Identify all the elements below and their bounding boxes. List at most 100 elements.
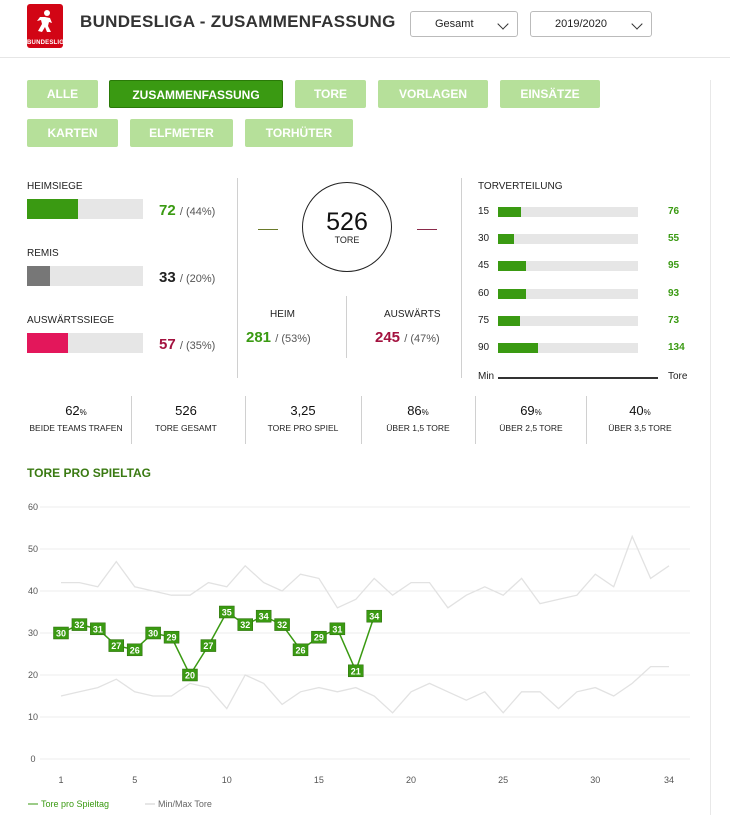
tab-einsaetze[interactable]: EINSÄTZE xyxy=(500,80,600,108)
distribution-minute: 90 xyxy=(478,342,490,353)
tab-zusammenfassung[interactable]: ZUSAMMENFASSUNG xyxy=(109,80,283,108)
distribution-bar xyxy=(498,343,638,353)
draws-bar xyxy=(27,266,143,286)
distribution-bar xyxy=(498,234,638,244)
data-point-label: 26 xyxy=(296,645,306,655)
stat-value: 86% xyxy=(407,403,429,418)
draws-value: 33 / (20%) xyxy=(159,269,215,286)
season-select[interactable]: 2019/2020 xyxy=(530,11,652,37)
stat-value: 526 xyxy=(175,403,197,418)
chart-section-title: TORE PRO SPIELTAG xyxy=(27,466,152,480)
total-goals-value: 526 xyxy=(326,208,368,236)
y-tick-label: 50 xyxy=(28,544,38,554)
distribution-value: 95 xyxy=(668,260,680,271)
stat-label: ÜBER 3,5 TORE xyxy=(608,423,672,433)
data-point-marker xyxy=(145,626,161,640)
distribution-value: 93 xyxy=(668,288,680,299)
data-point-marker xyxy=(366,609,382,623)
total-goals-circle: 526 TORE xyxy=(302,182,392,272)
stat-value: 40% xyxy=(629,403,651,418)
stat-item: 69% ÜBER 2,5 TORE xyxy=(476,403,586,433)
x-tick-label: 30 xyxy=(590,775,600,785)
distribution-minute: 75 xyxy=(478,315,490,326)
data-point: 34 xyxy=(366,609,382,623)
distribution-value: 55 xyxy=(668,233,680,244)
y-tick-label: 0 xyxy=(30,754,35,764)
data-point-label: 32 xyxy=(74,620,84,630)
home-wins-bar xyxy=(27,199,143,219)
player-silhouette-icon xyxy=(37,10,52,32)
legend-goals-label: Tore pro Spieltag xyxy=(41,799,109,809)
away-wins-bar xyxy=(27,333,143,353)
distribution-bar-fill xyxy=(498,234,515,244)
distribution-value: 73 xyxy=(668,315,680,326)
section-divider xyxy=(237,178,238,378)
data-point-marker xyxy=(71,618,88,631)
x-tick-label: 5 xyxy=(132,775,137,785)
stat-value: 69% xyxy=(520,403,542,418)
data-point: 20 xyxy=(182,668,198,682)
tab-elfmeter[interactable]: ELFMETER xyxy=(130,119,233,147)
data-point-marker xyxy=(90,622,106,636)
tab-tore[interactable]: TORE xyxy=(295,80,366,108)
data-point-label: 32 xyxy=(240,620,250,630)
stat-item: 3,25 TORE PRO SPIEL xyxy=(248,403,358,433)
x-tick-label: 34 xyxy=(664,775,674,785)
distribution-bar xyxy=(498,261,638,271)
stat-divider xyxy=(585,396,587,444)
x-tick-label: 1 xyxy=(58,775,63,785)
data-point: 27 xyxy=(108,639,125,652)
data-point: 32 xyxy=(274,618,290,631)
data-point-label: 27 xyxy=(111,641,121,651)
legend-minmax-label: Min/Max Tore xyxy=(158,799,212,809)
y-tick-label: 40 xyxy=(28,586,38,596)
away-goals-value: 245 / (47%) xyxy=(375,329,440,346)
data-point: 31 xyxy=(329,622,346,636)
stat-divider xyxy=(360,396,362,444)
home-goals-percent: / (53%) xyxy=(275,333,311,345)
data-point-label: 26 xyxy=(130,645,140,655)
distribution-bar xyxy=(498,289,638,299)
away-goals-count: 245 xyxy=(375,329,401,346)
distribution-minute: 15 xyxy=(478,206,490,217)
tab-vorlagen[interactable]: VORLAGEN xyxy=(378,80,488,108)
stat-label: TORE GESAMT xyxy=(155,423,217,433)
data-point-marker xyxy=(329,622,346,636)
away-dash xyxy=(417,229,437,230)
home-wins-value: 72 / (44%) xyxy=(159,202,215,219)
home-goals-count: 281 xyxy=(246,329,272,346)
data-point: 27 xyxy=(200,639,217,652)
stat-divider xyxy=(474,396,476,444)
tab-karten[interactable]: KARTEN xyxy=(27,119,118,147)
data-point: 21 xyxy=(348,664,364,678)
y-tick-label: 20 xyxy=(28,670,38,680)
draws-count: 33 xyxy=(159,269,176,286)
y-tick-label: 30 xyxy=(28,628,38,638)
stat-item: 526 TORE GESAMT xyxy=(131,403,241,433)
distribution-bar xyxy=(498,316,638,326)
data-point-label: 29 xyxy=(314,633,324,643)
data-point-marker xyxy=(311,630,327,644)
season-select-value: 2019/2020 xyxy=(555,18,607,30)
bundesliga-logo[interactable]: BUNDESLIGA xyxy=(27,4,68,48)
data-point: 30 xyxy=(53,626,69,640)
filter-select-value: Gesamt xyxy=(435,18,474,30)
draws-bar-fill xyxy=(27,266,51,286)
data-point-label: 20 xyxy=(185,671,195,681)
tab-torhueter[interactable]: TORHÜTER xyxy=(245,119,353,147)
data-point: 31 xyxy=(90,622,106,636)
tab-alle[interactable]: ALLE xyxy=(27,80,98,108)
distribution-bar xyxy=(498,207,638,217)
stat-item: 40% ÜBER 3,5 TORE xyxy=(585,403,695,433)
away-wins-percent: / (35%) xyxy=(179,340,216,352)
distribution-axis-line xyxy=(498,377,658,379)
draws-percent: / (20%) xyxy=(179,273,216,285)
distribution-axis-tore: Tore xyxy=(668,371,688,382)
data-point: 29 xyxy=(163,630,180,644)
filter-select[interactable]: Gesamt xyxy=(410,11,518,37)
away-wins-bar-fill xyxy=(27,333,68,353)
data-point-label: 21 xyxy=(351,666,361,676)
distribution-axis-min: Min xyxy=(478,371,495,382)
y-tick-label: 10 xyxy=(28,712,38,722)
data-point: 34 xyxy=(255,609,272,623)
